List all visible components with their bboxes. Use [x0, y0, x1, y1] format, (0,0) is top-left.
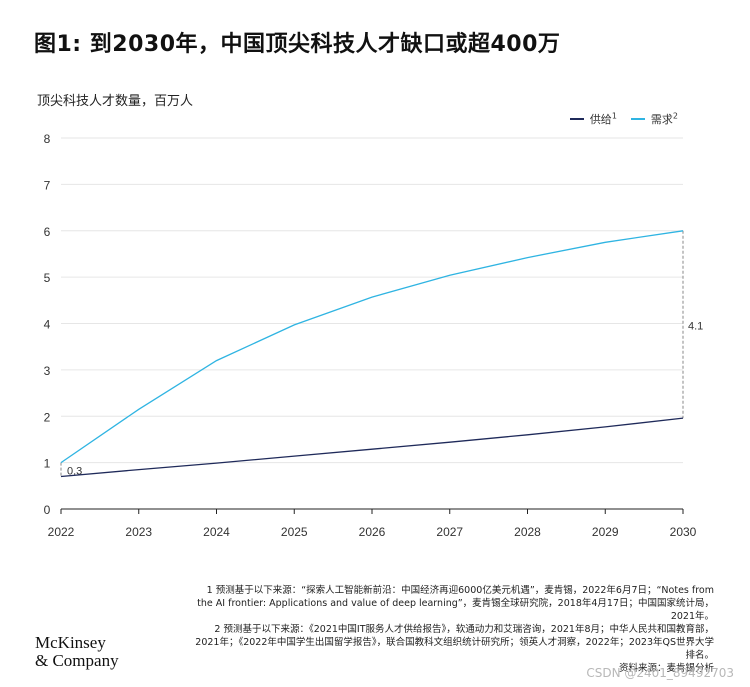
x-tick-label: 2025	[281, 525, 308, 539]
footnotes: 1 预测基于以下来源：“探索人工智能新前沿：中国经济再迎6000亿美元机遇”，麦…	[194, 584, 714, 675]
y-tick-label: 1	[44, 457, 51, 471]
gap-label-2030: 4.1	[688, 320, 703, 332]
legend-label-supply: 供给1	[589, 111, 617, 126]
footnote-2: 2 预测基于以下来源：《2021中国IT服务人才供给报告》，软通动力和艾瑞咨询，…	[195, 624, 714, 661]
y-tick-label: 7	[44, 178, 51, 192]
logo-line-2: & Company	[35, 651, 119, 670]
y-tick-label: 4	[44, 318, 51, 332]
y-tick-label: 3	[44, 364, 51, 378]
legend-label-demand: 需求2	[650, 111, 678, 126]
line-chart: 0 1 2 3 4 5 6 7 8 2022 2023 2024 2025 2026 2027 2028 202…	[44, 132, 704, 539]
mckinsey-logo: McKinsey & Company	[35, 634, 119, 670]
x-tick-label: 2030	[670, 525, 697, 539]
logo-line-1: McKinsey	[35, 633, 106, 652]
legend-swatch-demand	[630, 118, 645, 120]
x-tick-label: 2023	[125, 525, 152, 539]
watermark: CSDN @2401_89492703	[586, 666, 734, 680]
x-tick-label: 2028	[514, 525, 541, 539]
y-axis-label: 顶尖科技人才数量，百万人	[37, 94, 194, 109]
x-tick-label: 2027	[436, 525, 463, 539]
legend: 供给1 需求2	[569, 111, 678, 127]
series-line-demand	[60, 230, 684, 464]
y-tick-label: 6	[44, 225, 51, 239]
x-tick-label: 2022	[48, 525, 75, 539]
x-tick-label: 2026	[359, 525, 386, 539]
footnote-1: 1 预测基于以下来源：“探索人工智能新前沿：中国经济再迎6000亿美元机遇”，麦…	[197, 585, 714, 622]
y-tick-label: 8	[44, 132, 51, 146]
chart-title: 图1: 到2030年，中国顶尖科技人才缺口或超400万	[34, 32, 561, 57]
legend-item-demand: 需求2	[630, 111, 678, 127]
series-line-supply	[60, 417, 684, 478]
source-note: 资料来源：麦肯锡分析	[618, 663, 714, 674]
x-tick-label: 2029	[592, 525, 619, 539]
y-tick-label: 0	[44, 503, 51, 517]
y-tick-label: 5	[44, 271, 51, 285]
y-tick-label: 2	[44, 410, 51, 424]
legend-item-supply: 供给1	[569, 111, 617, 127]
legend-swatch-supply	[569, 118, 584, 120]
x-tick-label: 2024	[203, 525, 230, 539]
